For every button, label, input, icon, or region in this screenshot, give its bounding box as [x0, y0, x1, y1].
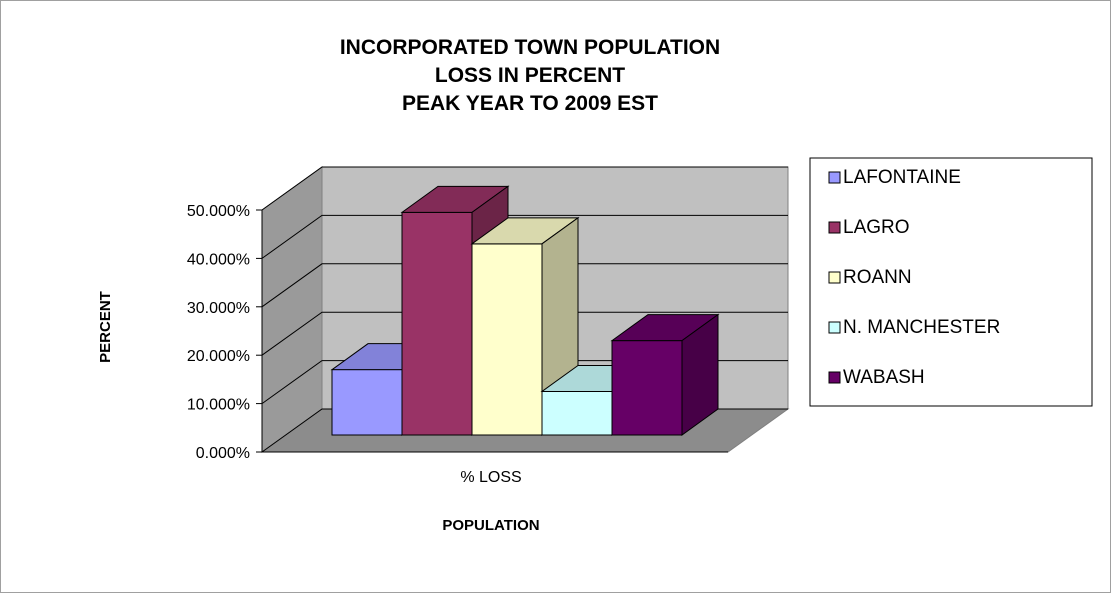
- legend-item: LAGRO: [828, 217, 910, 238]
- bar-front: [401, 211, 473, 436]
- gridline: [261, 263, 788, 308]
- gridline: [261, 214, 788, 259]
- legend-item: WABASH: [828, 367, 925, 388]
- bar-front: [611, 340, 683, 436]
- legend-item: N. MANCHESTER: [828, 317, 1000, 338]
- legend-label: LAFONTAINE: [843, 167, 961, 188]
- bar-side: [681, 313, 719, 436]
- legend-swatch: [828, 171, 841, 184]
- legend-label: WABASH: [843, 367, 925, 388]
- side-wall: [261, 166, 323, 453]
- title-line-2: LOSS IN PERCENT: [435, 64, 625, 87]
- x-axis-title: POPULATION: [442, 517, 539, 534]
- x-category-label: % LOSS: [460, 469, 521, 486]
- legend-label: N. MANCHESTER: [843, 317, 1000, 338]
- legend: LAFONTAINE LAGRO ROANN N. MANCHESTER WABASH: [828, 167, 1000, 388]
- bar-front: [541, 390, 613, 436]
- gridline: [261, 311, 788, 356]
- legend-item: LAFONTAINE: [828, 167, 961, 188]
- bars: [330, 185, 720, 436]
- legend-swatch: [828, 321, 841, 334]
- bar-roann: [470, 216, 580, 436]
- chart-title: INCORPORATED TOWN POPULATION LOSS IN PER…: [340, 36, 720, 115]
- bar-front: [471, 243, 543, 436]
- legend-swatch: [828, 271, 841, 284]
- gridline: [261, 166, 788, 211]
- y-axis: 0.000% 10.000% 20.000% 30.000% 40.000% 50.000…: [187, 203, 728, 462]
- legend-swatch: [828, 371, 841, 384]
- y-tick-label: 40.000%: [187, 251, 250, 268]
- y-axis-title: PERCENT: [97, 291, 114, 363]
- legend-box: [809, 157, 1093, 407]
- title-line-3: PEAK YEAR TO 2009 EST: [402, 92, 658, 115]
- title-line-1: INCORPORATED TOWN POPULATION: [340, 36, 720, 59]
- bar-front: [331, 369, 403, 436]
- bar-wabash: [610, 313, 720, 436]
- y-tick-label: 10.000%: [187, 397, 250, 414]
- legend-swatch: [828, 221, 841, 234]
- y-tick-label: 0.000%: [196, 445, 250, 462]
- y-tick-label: 20.000%: [187, 348, 250, 365]
- legend-item: ROANN: [828, 267, 912, 288]
- legend-label: LAGRO: [843, 217, 910, 238]
- y-tick-label: 50.000%: [187, 203, 250, 220]
- legend-label: ROANN: [843, 267, 912, 288]
- y-tick-label: 30.000%: [187, 300, 250, 317]
